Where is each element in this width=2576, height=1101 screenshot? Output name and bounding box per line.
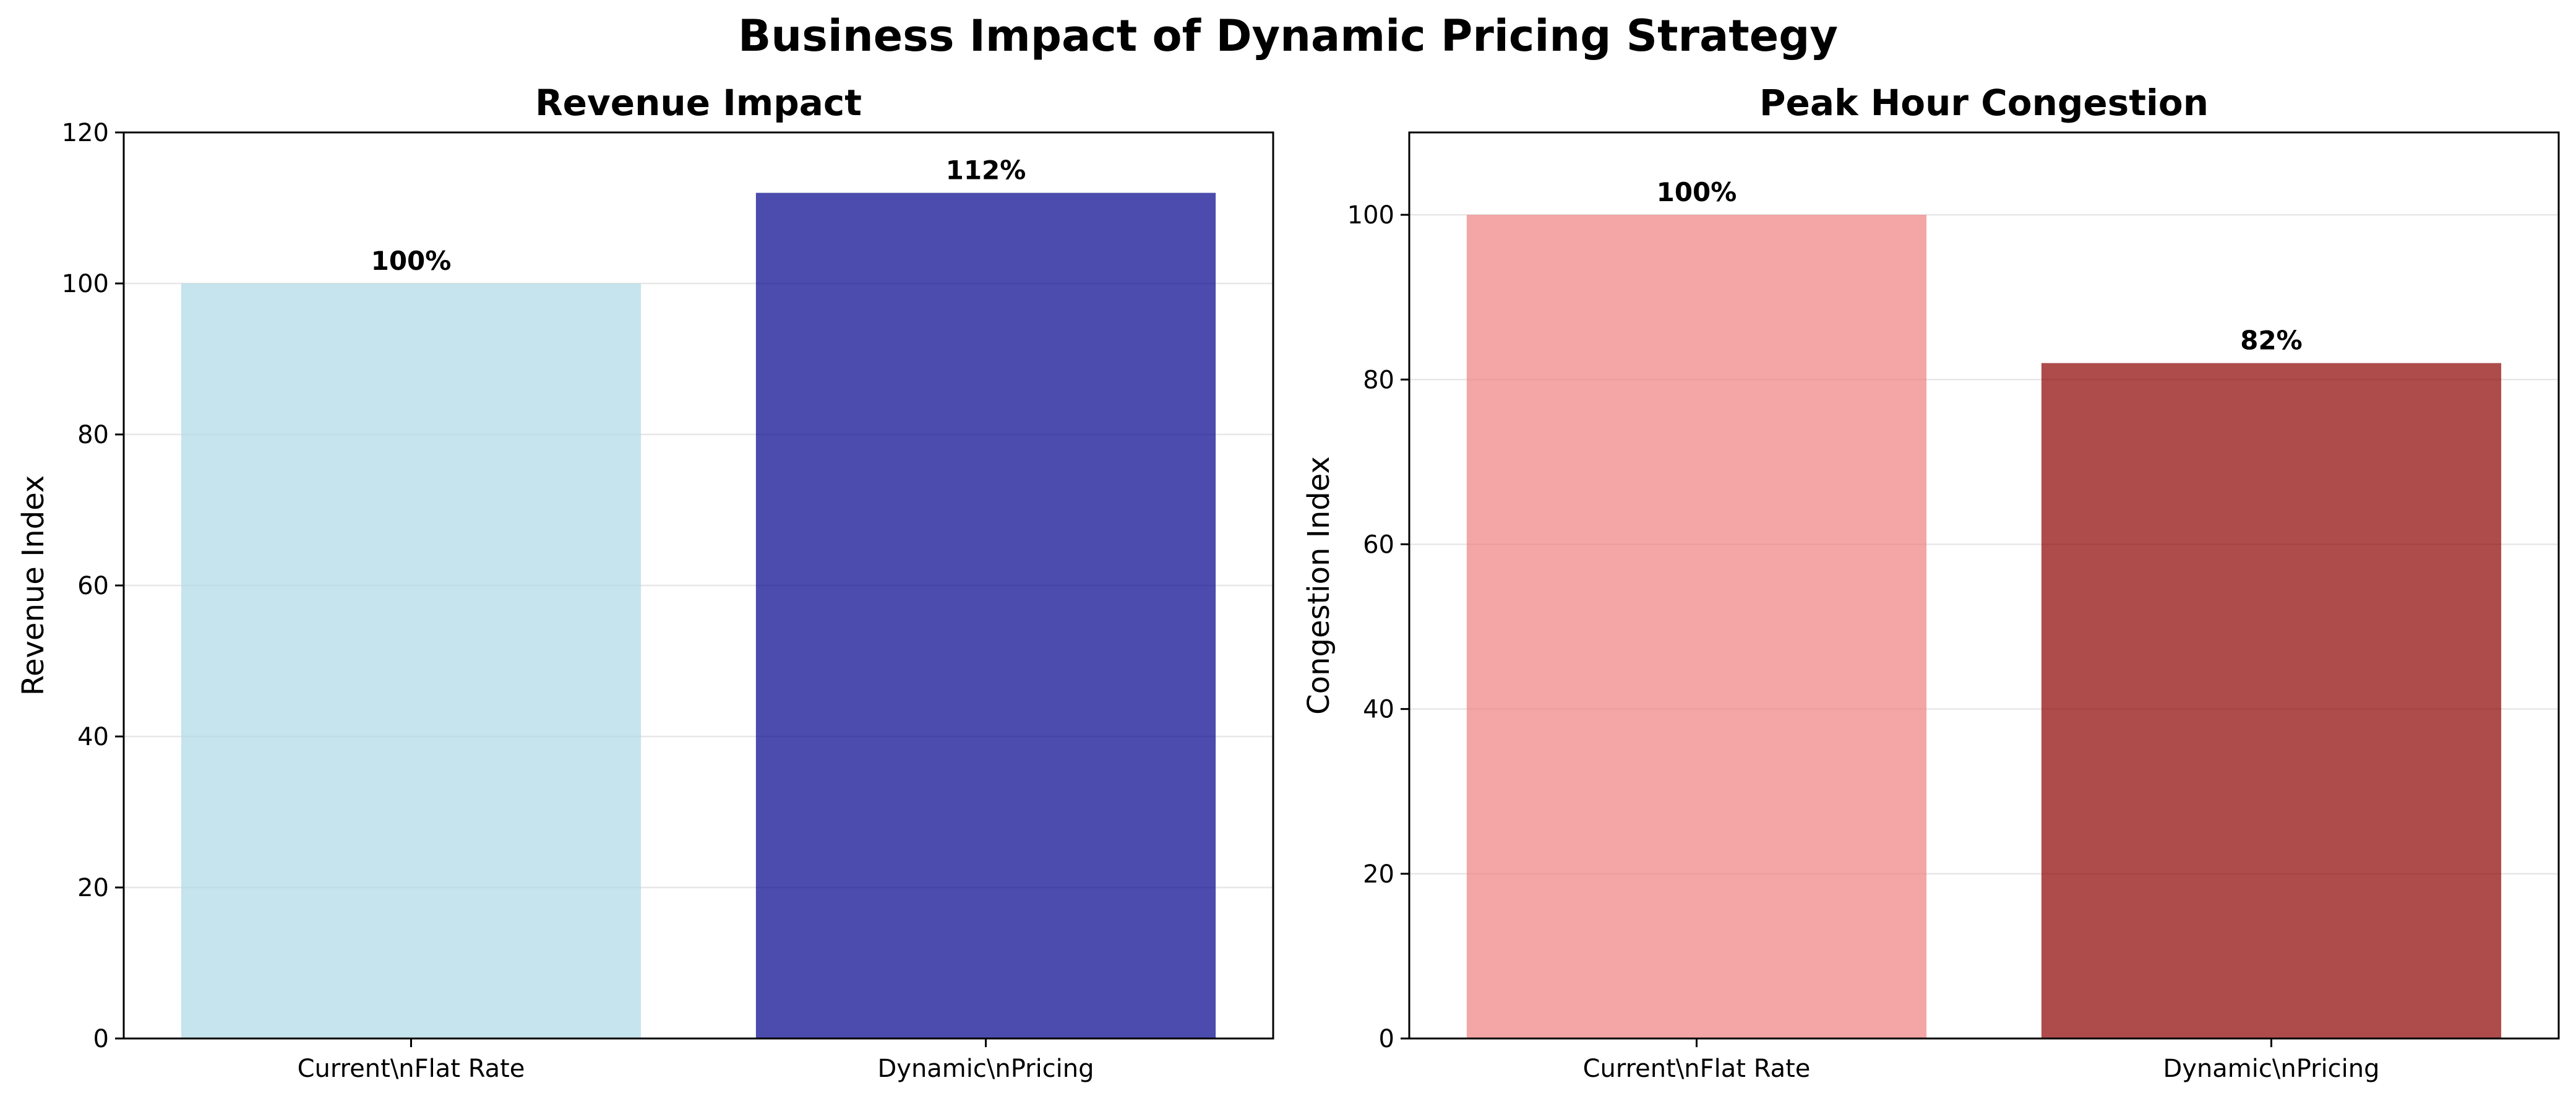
revenue-impact-data-label-1: 112% <box>946 155 1026 186</box>
peak-hour-congestion-y-tick-label-2: 40 <box>1363 696 1394 724</box>
peak-hour-congestion-y-tick-label-0: 0 <box>1379 1025 1394 1053</box>
peak-hour-congestion-bar-1 <box>2041 363 2502 1038</box>
peak-hour-congestion-y-tick-label-1: 20 <box>1363 860 1394 889</box>
revenue-impact-x-tick-label-1: Dynamic\nPricing <box>877 1055 1094 1083</box>
revenue-impact-data-label-0: 100% <box>371 246 452 276</box>
peak-hour-congestion-chart: 100% Current\nFlat Rate 82% Dynamic\nPricin… <box>1302 82 2560 1083</box>
revenue-impact-y-tick-label-0: 0 <box>93 1025 109 1053</box>
peak-hour-congestion-x-tick-label-1: Dynamic\nPricing <box>2163 1055 2379 1083</box>
revenue-impact-y-tick-label-1: 20 <box>77 874 109 902</box>
revenue-impact-x-tick-label-0: Current\nFlat Rate <box>298 1055 525 1083</box>
peak-hour-congestion-title: Peak Hour Congestion <box>1759 82 2209 124</box>
peak-hour-congestion-bar-0 <box>1466 215 1927 1038</box>
peak-hour-congestion-y-axis-label: Congestion Index <box>1302 456 1336 715</box>
revenue-impact-y-tick-label-2: 40 <box>77 723 109 751</box>
peak-hour-congestion-plot-frame <box>1408 131 2560 1040</box>
revenue-impact-bar-1 <box>755 192 1216 1039</box>
revenue-impact-bar-0 <box>181 283 642 1038</box>
peak-hour-congestion-x-tick-label-0: Current\nFlat Rate <box>1583 1055 1811 1083</box>
revenue-impact-chart: 100% Current\nFlat Rate 112% Dynamic\nPrici… <box>16 82 1274 1083</box>
revenue-impact-y-tick-label-4: 80 <box>77 421 109 449</box>
peak-hour-congestion-y-tick-label-4: 80 <box>1363 366 1394 394</box>
revenue-impact-y-tick-label-3: 60 <box>77 572 109 600</box>
revenue-impact-y-axis-label: Revenue Index <box>16 475 51 696</box>
peak-hour-congestion-y-tick-label-5: 100 <box>1347 201 1394 230</box>
peak-hour-congestion-y-tick-label-3: 60 <box>1363 530 1394 559</box>
revenue-impact-y-tick-label-5: 100 <box>62 270 109 298</box>
peak-hour-congestion-data-label-1: 82% <box>2240 326 2303 356</box>
peak-hour-congestion-data-label-0: 100% <box>1657 177 1737 207</box>
revenue-impact-plot-frame <box>122 131 1274 1040</box>
revenue-impact-title: Revenue Impact <box>535 82 862 124</box>
revenue-impact-y-tick-label-6: 120 <box>62 119 109 147</box>
figure-title: Business Impact of Dynamic Pricing Strat… <box>738 11 1838 61</box>
